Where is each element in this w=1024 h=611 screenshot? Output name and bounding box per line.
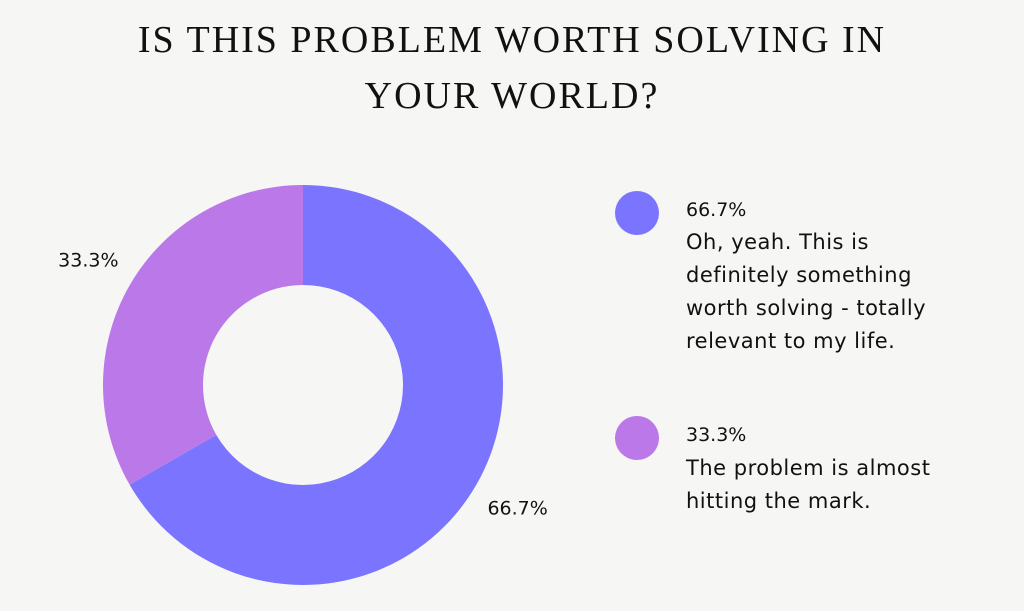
- legend-value: 33.3%: [686, 424, 747, 446]
- chart-title: IS THIS PROBLEM WORTH SOLVING IN YOUR WO…: [137, 19, 887, 117]
- legend-marker: [615, 191, 659, 235]
- slice-label: 33.3%: [58, 249, 118, 271]
- legend-marker: [615, 416, 659, 460]
- legend-label: Oh, yeah. This is definitely something w…: [686, 230, 927, 353]
- donut-slice: [102, 185, 303, 485]
- donut-slice: [129, 185, 503, 585]
- legend-value: 66.7%: [686, 199, 747, 221]
- slice-label: 66.7%: [487, 498, 547, 520]
- legend-label: The problem is almost hitting the mark.: [686, 456, 931, 513]
